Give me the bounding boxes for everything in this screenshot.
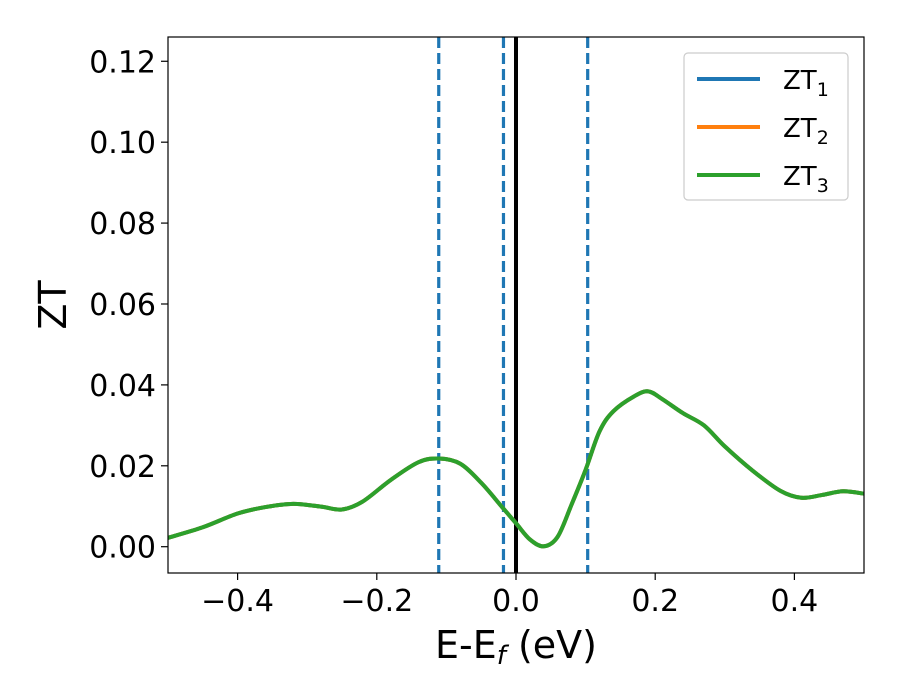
legend: ZT1 ZT2 ZT3 xyxy=(683,52,849,201)
legend-label-1: ZT1 xyxy=(783,66,829,101)
x-tick-label: 0.2 xyxy=(631,584,679,619)
legend-label-2: ZT2 xyxy=(783,114,829,149)
y-axis-label: ZT xyxy=(31,280,75,330)
series-line-3 xyxy=(168,389,864,549)
y-tick-label: 0.06 xyxy=(89,288,156,323)
x-axis-label-unit: (eV) xyxy=(506,623,597,667)
legend-box xyxy=(683,52,849,201)
x-axis-label: E-Ef (eV) xyxy=(435,623,597,671)
y-axis-ticks: 0.00 0.02 0.04 0.06 0.08 0.10 0.12 xyxy=(89,45,168,566)
series-lines xyxy=(168,389,864,549)
y-tick-label: 0.04 xyxy=(89,369,156,404)
legend-label-3: ZT3 xyxy=(783,162,829,197)
x-tick-label: 0.4 xyxy=(771,584,819,619)
y-tick-label: 0.12 xyxy=(89,45,156,80)
y-tick-label: 0.08 xyxy=(89,207,156,242)
y-tick-label: 0.02 xyxy=(89,450,156,485)
x-tick-label: −0.2 xyxy=(340,584,413,619)
x-tick-label: −0.4 xyxy=(201,584,274,619)
x-tick-label: 0.0 xyxy=(492,584,540,619)
y-tick-label: 0.10 xyxy=(89,126,156,161)
y-tick-label: 0.00 xyxy=(89,531,156,566)
x-axis-ticks: −0.4 −0.2 0.0 0.2 0.4 xyxy=(201,573,818,619)
reference-lines xyxy=(437,37,590,573)
x-axis-label-main: E-E xyxy=(435,623,497,667)
